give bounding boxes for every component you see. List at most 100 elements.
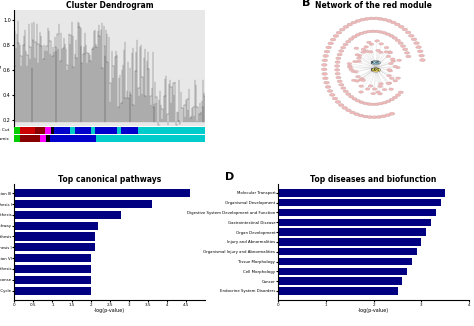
Bar	[196, 127, 205, 134]
Bar	[45, 127, 51, 134]
Ellipse shape	[342, 107, 347, 109]
Ellipse shape	[338, 104, 344, 107]
Bar	[278, 229, 426, 236]
Ellipse shape	[386, 20, 392, 22]
Ellipse shape	[388, 51, 392, 53]
Ellipse shape	[391, 60, 396, 62]
Ellipse shape	[338, 50, 344, 52]
Ellipse shape	[323, 77, 328, 80]
Ellipse shape	[347, 66, 352, 68]
Ellipse shape	[359, 85, 364, 87]
Bar	[40, 135, 46, 142]
Bar	[83, 127, 91, 134]
Bar	[50, 135, 70, 142]
Text: D: D	[225, 172, 234, 182]
Ellipse shape	[365, 50, 369, 52]
Ellipse shape	[376, 115, 382, 118]
Bar	[278, 268, 407, 275]
Ellipse shape	[359, 32, 364, 35]
Ellipse shape	[363, 115, 368, 118]
Ellipse shape	[378, 31, 383, 33]
Bar	[278, 248, 417, 255]
Bar	[108, 127, 118, 134]
Ellipse shape	[399, 25, 404, 28]
Ellipse shape	[406, 55, 411, 58]
Ellipse shape	[385, 33, 391, 36]
Bar	[14, 211, 121, 219]
Ellipse shape	[359, 91, 364, 93]
Ellipse shape	[336, 31, 342, 34]
Text: Merged Dynamic: Merged Dynamic	[0, 137, 9, 141]
Bar	[121, 127, 138, 134]
Ellipse shape	[324, 50, 330, 53]
Ellipse shape	[369, 43, 374, 45]
Ellipse shape	[339, 28, 345, 31]
Bar	[102, 127, 108, 134]
Ellipse shape	[352, 97, 357, 100]
Ellipse shape	[364, 18, 370, 20]
Ellipse shape	[356, 57, 361, 59]
Ellipse shape	[335, 68, 340, 71]
Ellipse shape	[351, 70, 356, 73]
Ellipse shape	[322, 59, 328, 62]
Ellipse shape	[355, 34, 360, 36]
Ellipse shape	[346, 40, 351, 43]
Ellipse shape	[379, 82, 383, 85]
Bar	[138, 127, 196, 134]
Title: Top diseases and biofunction: Top diseases and biofunction	[310, 175, 437, 184]
Ellipse shape	[355, 20, 361, 22]
Ellipse shape	[390, 58, 395, 60]
Ellipse shape	[411, 38, 417, 41]
Ellipse shape	[393, 80, 398, 82]
Bar	[278, 258, 412, 265]
Ellipse shape	[379, 43, 383, 45]
Ellipse shape	[373, 17, 379, 20]
Ellipse shape	[384, 46, 389, 49]
Ellipse shape	[351, 79, 356, 82]
Bar	[278, 277, 402, 285]
Ellipse shape	[363, 102, 368, 105]
Ellipse shape	[370, 30, 375, 33]
Ellipse shape	[323, 54, 328, 57]
Ellipse shape	[416, 46, 421, 49]
Bar	[55, 127, 70, 134]
Bar	[70, 135, 80, 142]
Ellipse shape	[325, 85, 331, 88]
Ellipse shape	[377, 17, 383, 20]
Ellipse shape	[388, 52, 392, 54]
Ellipse shape	[354, 47, 359, 50]
Bar	[278, 189, 446, 197]
Bar	[94, 127, 102, 134]
Bar	[14, 276, 91, 284]
Ellipse shape	[366, 41, 371, 43]
Ellipse shape	[402, 48, 408, 51]
Ellipse shape	[360, 18, 365, 21]
Bar	[278, 199, 440, 206]
Ellipse shape	[401, 45, 406, 48]
Ellipse shape	[387, 68, 392, 71]
Ellipse shape	[391, 21, 396, 24]
Ellipse shape	[370, 103, 375, 106]
Ellipse shape	[356, 99, 361, 102]
Ellipse shape	[376, 49, 381, 52]
Ellipse shape	[372, 88, 377, 90]
Ellipse shape	[402, 28, 408, 31]
Ellipse shape	[389, 88, 393, 90]
Ellipse shape	[356, 60, 361, 63]
Ellipse shape	[398, 91, 403, 94]
Ellipse shape	[368, 51, 373, 53]
Ellipse shape	[375, 40, 380, 42]
Ellipse shape	[392, 96, 398, 99]
Ellipse shape	[372, 116, 377, 119]
Ellipse shape	[351, 21, 356, 24]
Ellipse shape	[386, 55, 391, 58]
Ellipse shape	[386, 82, 391, 84]
Ellipse shape	[327, 90, 333, 92]
Ellipse shape	[363, 31, 368, 34]
Ellipse shape	[356, 76, 360, 78]
Bar	[20, 127, 35, 134]
Ellipse shape	[337, 53, 342, 56]
Bar	[20, 135, 40, 142]
Ellipse shape	[409, 34, 414, 37]
Ellipse shape	[387, 75, 392, 77]
